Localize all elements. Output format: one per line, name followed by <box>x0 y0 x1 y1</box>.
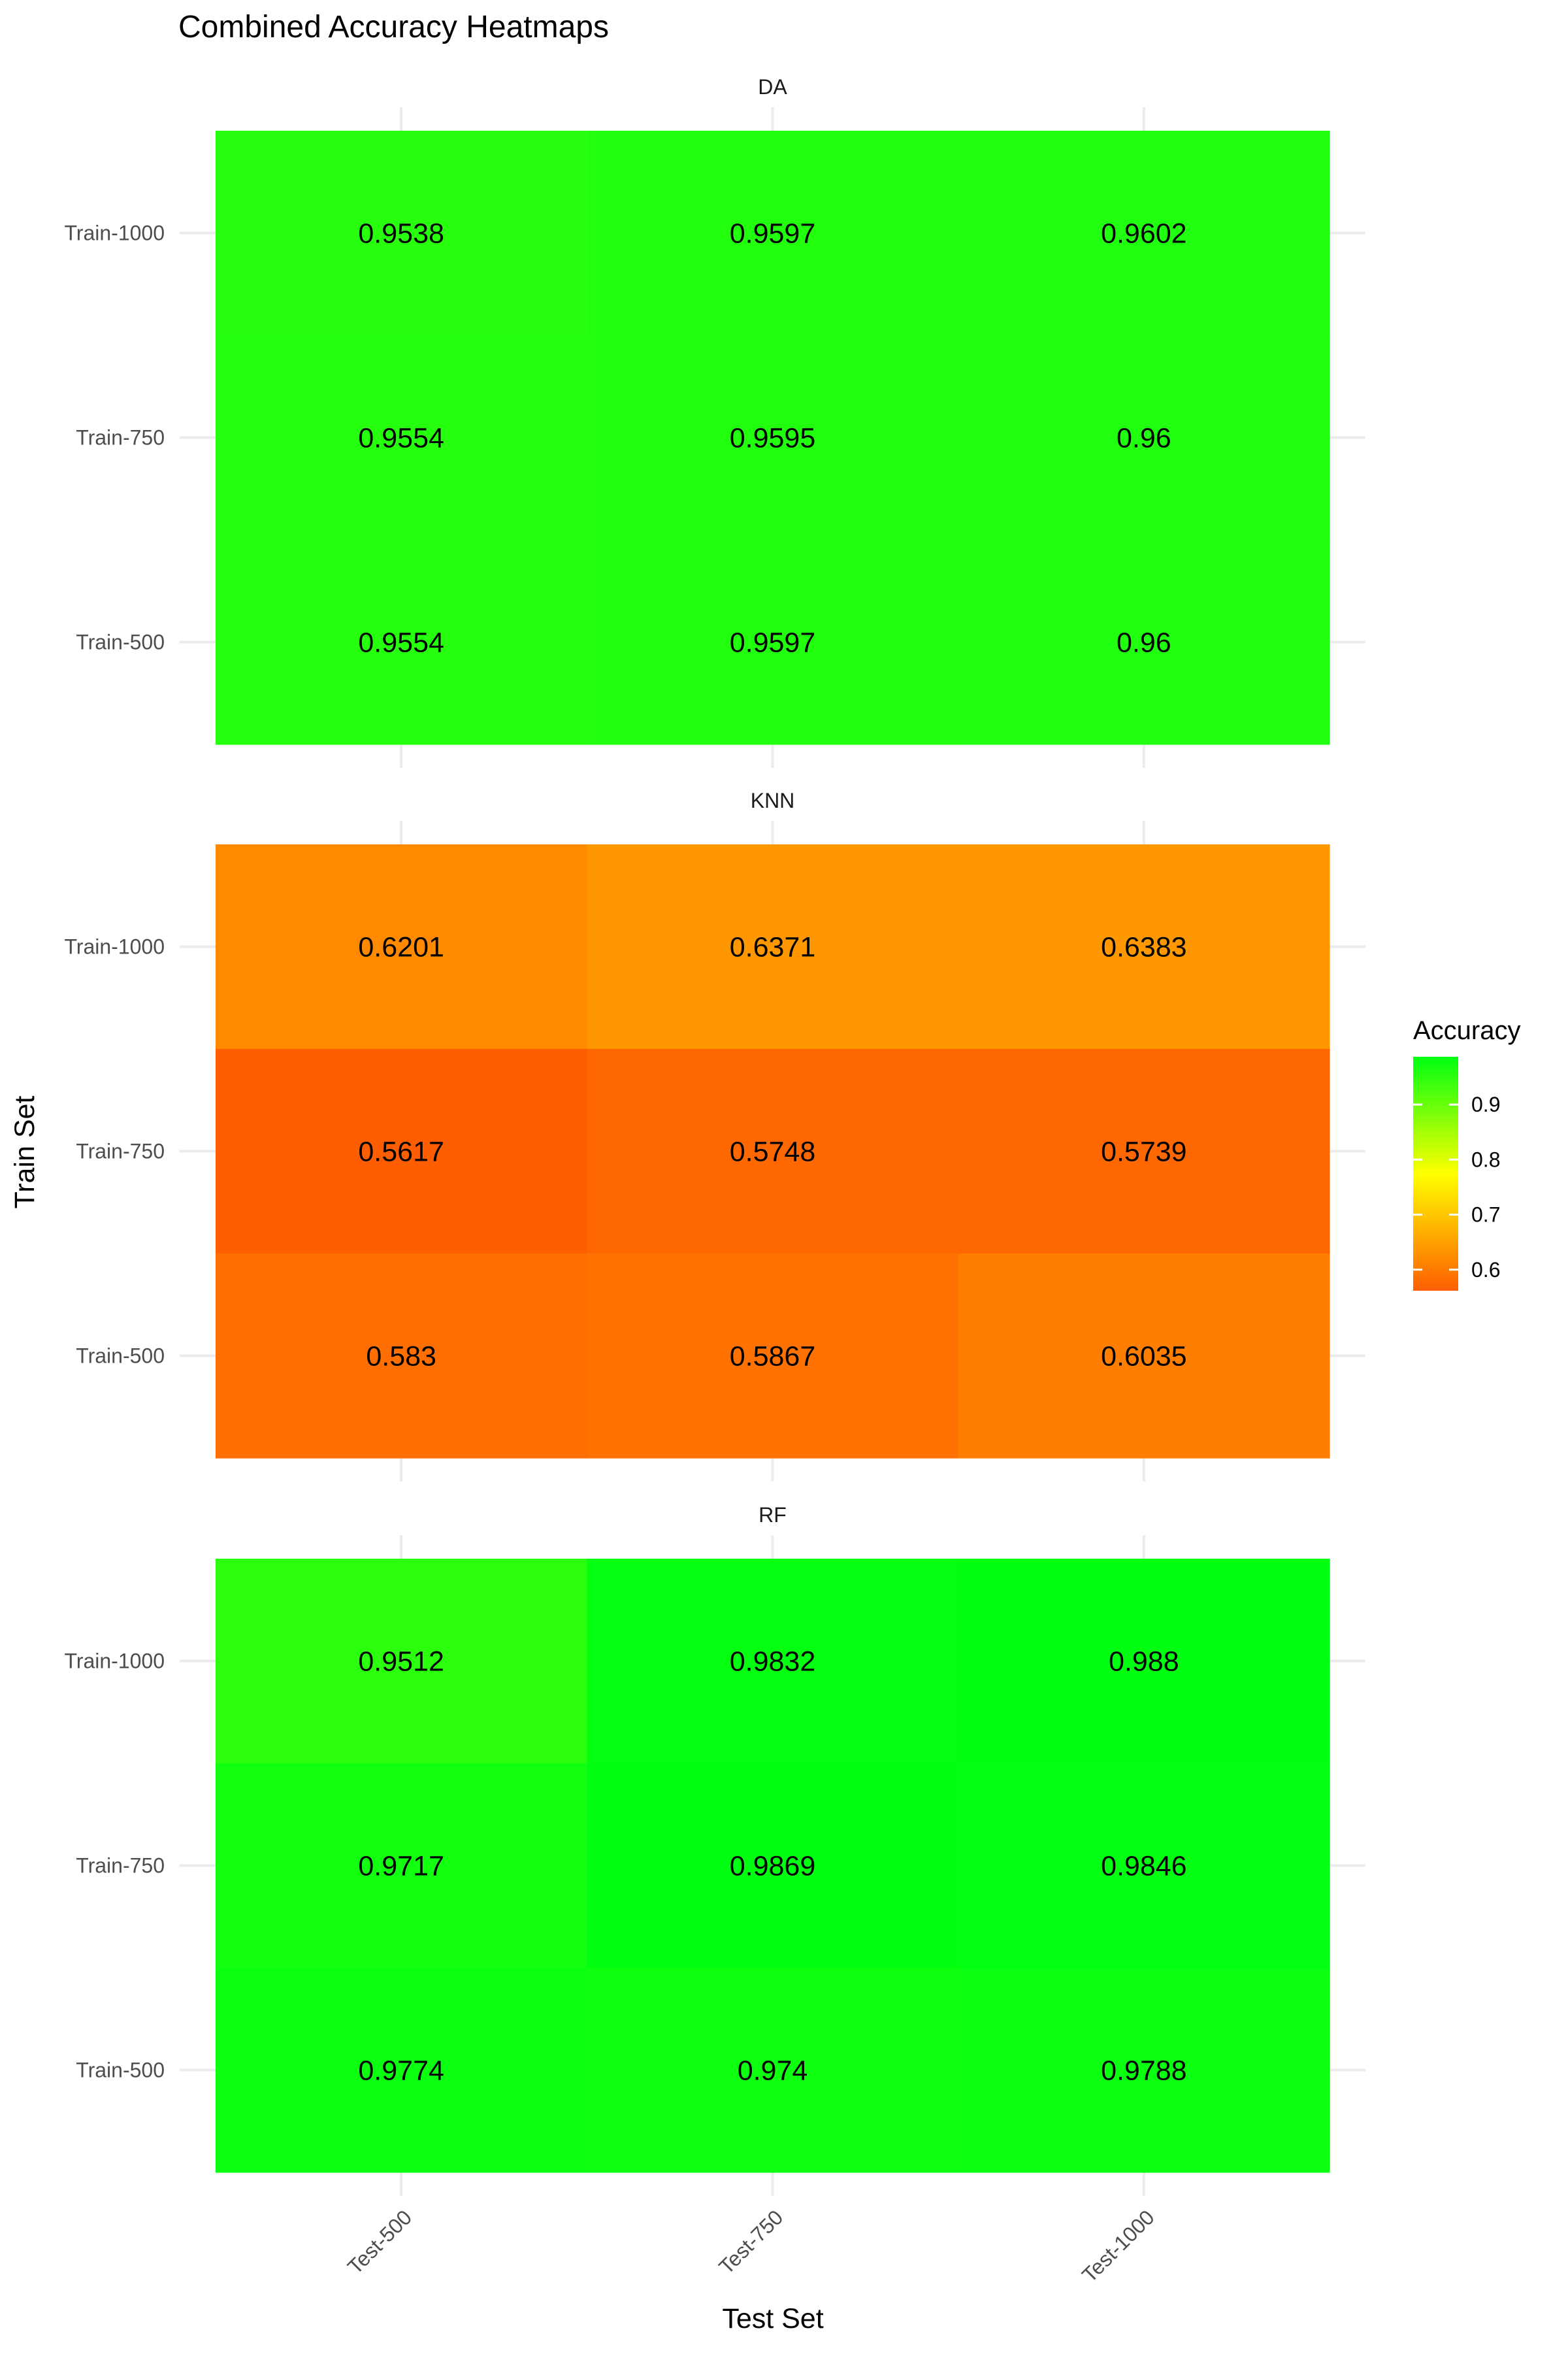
heatmap-cell <box>587 1968 959 2173</box>
cell-value-label: 0.96 <box>1117 627 1171 659</box>
heatmap-cell <box>958 335 1330 540</box>
heatmap-cell <box>958 1049 1330 1254</box>
legend-title: Accuracy <box>1413 1016 1521 1045</box>
legend-colorbar <box>1413 1057 1458 1291</box>
y-tick-label: Train-500 <box>76 2059 165 2082</box>
cell-value-label: 0.9774 <box>358 2055 444 2087</box>
y-tick-label: Train-750 <box>76 426 165 450</box>
heatmap-cell <box>587 1763 959 1968</box>
panel-knn: KNN 0.6201 0.6371 0.6383 0.5617 0.5748 0.5739 0… <box>64 789 1365 1482</box>
heatmap-cell <box>216 335 587 540</box>
legend-tick-label: 0.9 <box>1471 1093 1500 1116</box>
legend-tick-label: 0.6 <box>1471 1258 1500 1282</box>
heatmap-cell <box>587 844 959 1050</box>
heatmap-cell <box>958 540 1330 745</box>
legend-tick-label: 0.7 <box>1471 1203 1500 1227</box>
heatmap-cell <box>216 131 587 336</box>
cell-value-label: 0.9832 <box>730 1646 816 1678</box>
cell-value-label: 0.988 <box>1109 1646 1179 1678</box>
cell-value-label: 0.583 <box>366 1341 436 1372</box>
cell-value-label: 0.9717 <box>358 1851 444 1882</box>
x-tick-label: Test-750 <box>714 2205 787 2278</box>
cell-value-label: 0.6371 <box>730 932 816 963</box>
panels: DA 0.9538 0.9597 0.9602 0.9554 0.9595 0.96 0.95… <box>64 75 1365 2287</box>
panel-strip-label: KNN <box>751 789 795 812</box>
cell-value-label: 0.9602 <box>1101 218 1187 250</box>
x-tick-label: Test-1000 <box>1077 2205 1159 2287</box>
panel-rf: RF 0.9512 0.9832 0.988 0.9717 0.9869 0.9846 0.9… <box>64 1503 1365 2196</box>
cell-value-label: 0.5748 <box>730 1137 816 1168</box>
cell-value-label: 0.9869 <box>730 1851 816 1882</box>
cell-value-label: 0.6035 <box>1101 1341 1187 1372</box>
cell-value-label: 0.9597 <box>730 627 816 659</box>
heatmap-cell <box>587 1049 959 1254</box>
x-tick-label: Test-500 <box>343 2205 416 2278</box>
y-tick-label: Train-500 <box>76 1344 165 1368</box>
cell-value-label: 0.974 <box>738 2055 808 2087</box>
heatmap-cell <box>216 1253 587 1459</box>
cell-value-label: 0.5867 <box>730 1341 816 1372</box>
heatmap-cell <box>587 540 959 745</box>
x-tick-labels: Test-500 Test-750 Test-1000 <box>343 2205 1159 2287</box>
heatmap-cell <box>587 1253 959 1459</box>
panel-strip-label: DA <box>758 75 787 99</box>
y-tick-label: Train-500 <box>76 631 165 654</box>
cell-value-label: 0.9538 <box>358 218 444 250</box>
heatmap-cell <box>216 1559 587 1764</box>
x-axis-title: Test Set <box>722 2303 823 2334</box>
cell-value-label: 0.9846 <box>1101 1851 1187 1882</box>
panel-strip-label: RF <box>759 1503 787 1527</box>
heatmap-cell <box>958 1763 1330 1968</box>
cell-value-label: 0.9595 <box>730 423 816 454</box>
legend: Accuracy 0.6 0.7 0.8 0.9 <box>1413 1016 1521 1291</box>
heatmap-cell <box>216 1049 587 1254</box>
heatmap-cell <box>587 131 959 336</box>
panel-da: DA 0.9538 0.9597 0.9602 0.9554 0.9595 0.96 0.95… <box>64 75 1365 768</box>
heatmap-cell <box>958 1253 1330 1459</box>
cell-value-label: 0.9788 <box>1101 2055 1187 2087</box>
cell-value-label: 0.9554 <box>358 627 444 659</box>
chart-title: Combined Accuracy Heatmaps <box>178 10 609 44</box>
y-tick-label: Train-1000 <box>64 1650 165 1673</box>
heatmap-cell <box>958 844 1330 1050</box>
cell-value-label: 0.6201 <box>358 932 444 963</box>
y-axis-title: Train Set <box>9 1096 41 1209</box>
heatmap-cell <box>587 335 959 540</box>
heatmap-cell <box>216 1763 587 1968</box>
heatmap-cell <box>958 1968 1330 2173</box>
heatmap-cell <box>216 1968 587 2173</box>
heatmap-cell <box>216 844 587 1050</box>
cell-value-label: 0.96 <box>1117 423 1171 454</box>
legend-tick-label: 0.8 <box>1471 1148 1500 1171</box>
heatmap-cell <box>958 1559 1330 1764</box>
y-tick-label: Train-750 <box>76 1140 165 1163</box>
cell-value-label: 0.9597 <box>730 218 816 250</box>
heatmap-cell <box>587 1559 959 1764</box>
heatmap-cell <box>958 131 1330 336</box>
cell-value-label: 0.5617 <box>358 1137 444 1168</box>
y-tick-label: Train-1000 <box>64 935 165 959</box>
cell-value-label: 0.6383 <box>1101 932 1187 963</box>
heatmap-cell <box>216 540 587 745</box>
cell-value-label: 0.5739 <box>1101 1137 1187 1168</box>
cell-value-label: 0.9512 <box>358 1646 444 1678</box>
y-tick-label: Train-750 <box>76 1854 165 1878</box>
y-tick-label: Train-1000 <box>64 222 165 245</box>
cell-value-label: 0.9554 <box>358 423 444 454</box>
